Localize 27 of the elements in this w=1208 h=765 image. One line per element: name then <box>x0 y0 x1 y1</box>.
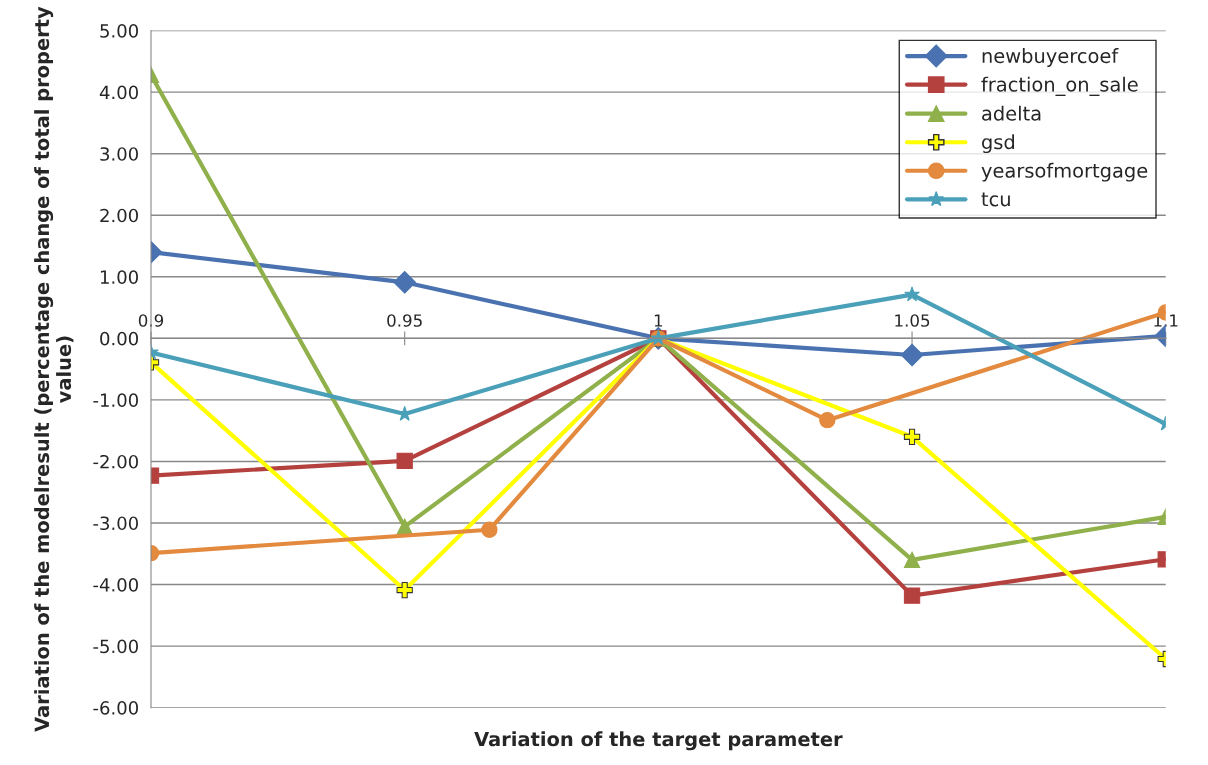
y-tick-label: 4.00 <box>99 85 138 100</box>
x-tick-label: 0.9 <box>138 314 164 327</box>
point <box>900 343 924 367</box>
y-tick-label: -5.00 <box>93 639 138 654</box>
point <box>904 286 920 302</box>
x-tick-label: 1 <box>654 314 663 327</box>
y-tick-label: -4.00 <box>93 577 138 592</box>
y-tick-label: 0.00 <box>100 331 138 346</box>
y-tick-label: 1.00 <box>100 270 138 284</box>
y-axis-title: Variation of the modelresult (percentage change of total property value) <box>34 6 74 732</box>
y-tick-label: -2.00 <box>93 454 138 469</box>
y-tick-label: 2.00 <box>100 208 138 223</box>
x-tick-label: 0.95 <box>387 314 422 327</box>
y-tick-label: -3.00 <box>93 516 138 531</box>
legend-label: tcu <box>981 192 1010 207</box>
y-tick-label: -1.00 <box>93 393 138 407</box>
x-axis-title: Variation of the target parameter <box>474 731 843 751</box>
x-tick-label: 1.05 <box>895 314 930 327</box>
legend-label: newbuyercoef <box>982 48 1119 67</box>
y-tick-label: 5.00 <box>100 24 138 38</box>
y-tick-label: -6.00 <box>93 701 138 715</box>
legend-label: fraction_on_sale <box>981 76 1138 96</box>
legend-label: gsd <box>982 134 1014 154</box>
legend-label: yearsofmortgage <box>981 162 1148 182</box>
point <box>903 587 921 604</box>
legend-label: adelta <box>982 105 1041 121</box>
y-tick-label: 3.00 <box>100 147 138 161</box>
